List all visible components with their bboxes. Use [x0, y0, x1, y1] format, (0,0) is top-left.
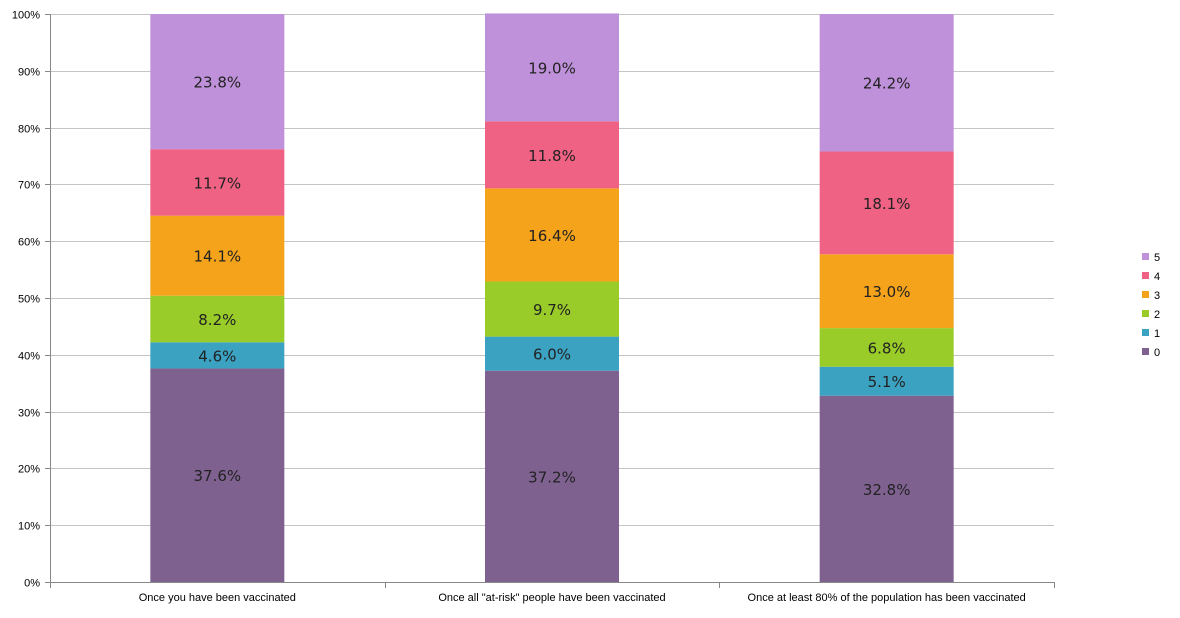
- y-tick-label: 60%: [18, 237, 40, 249]
- y-tick-label: 0%: [24, 578, 40, 590]
- legend-swatch-5: [1142, 253, 1149, 260]
- data-label: 24.2%: [863, 75, 911, 93]
- data-label: 16.4%: [528, 227, 576, 245]
- bar-segment-1: [485, 336, 619, 371]
- bar-segment-1: [150, 342, 285, 369]
- legend-label: 2: [1154, 309, 1160, 321]
- bar-segment-0: [485, 370, 619, 582]
- data-label: 32.8%: [863, 481, 911, 499]
- legend-swatch-0: [1142, 348, 1149, 355]
- bar-segment-2: [819, 328, 954, 367]
- data-label: 14.1%: [194, 248, 242, 266]
- bar-segment-4: [819, 151, 954, 255]
- bar-segment-0: [819, 395, 954, 582]
- data-label: 11.8%: [528, 147, 576, 165]
- bars: [150, 13, 954, 582]
- data-label: 13.0%: [863, 283, 911, 301]
- bar-segment-5: [485, 13, 619, 122]
- legend-label: 4: [1154, 271, 1160, 283]
- bar-segment-4: [150, 149, 285, 216]
- bar-segment-4: [485, 121, 619, 189]
- legend-label: 3: [1154, 290, 1160, 302]
- legend-swatch-3: [1142, 291, 1149, 298]
- y-tick-label: 50%: [18, 294, 40, 306]
- legend-label: 1: [1154, 328, 1160, 340]
- y-tick-label: 30%: [18, 408, 40, 420]
- bar-segment-2: [485, 281, 619, 337]
- bar-segment-0: [150, 368, 285, 582]
- data-label: 8.2%: [198, 311, 236, 329]
- y-tick-label: 90%: [18, 67, 40, 79]
- x-category-label: Once you have been vaccinated: [139, 592, 296, 604]
- bar-segment-3: [150, 215, 285, 296]
- legend-swatch-4: [1142, 272, 1149, 279]
- data-label: 37.6%: [194, 467, 242, 485]
- data-label: 6.0%: [533, 346, 571, 364]
- axes: 0% 10% 20% 30% 40% 50% 60% 70% 80% 90% 100% Once yo…: [12, 10, 1055, 604]
- x-category-label: Once all "at-risk" people have been vacc…: [438, 592, 665, 604]
- y-tick-label: 80%: [18, 124, 40, 136]
- data-label: 19.0%: [528, 59, 576, 77]
- data-label: 11.7%: [194, 174, 242, 192]
- y-tick-label: 70%: [18, 180, 40, 192]
- data-label: 6.8%: [868, 339, 906, 357]
- data-label: 9.7%: [533, 301, 571, 319]
- x-category-label: Once at least 80% of the population has …: [748, 592, 1026, 604]
- bar-segment-2: [150, 295, 285, 343]
- data-labels: 37.6% 4.6% 8.2% 14.1% 11.7% 23.8% 37.2% 6.0% 9.7…: [194, 59, 911, 498]
- bar-segment-3: [819, 254, 954, 329]
- legend-label: 0: [1154, 347, 1160, 359]
- legend-label: 5: [1154, 252, 1160, 264]
- legend-swatch-2: [1142, 310, 1149, 317]
- data-label: 5.1%: [868, 373, 906, 391]
- bar-segment-5: [819, 14, 954, 152]
- data-label: 4.6%: [198, 347, 236, 365]
- data-label: 18.1%: [863, 195, 911, 213]
- bar-segment-1: [819, 366, 954, 396]
- data-label: 37.2%: [528, 468, 576, 486]
- bar-segment-5: [150, 14, 285, 150]
- y-tick-label: 10%: [18, 521, 40, 533]
- y-tick-label: 40%: [18, 351, 40, 363]
- y-tick-label: 20%: [18, 464, 40, 476]
- bar-segment-3: [485, 188, 619, 282]
- y-tick-label: 100%: [12, 10, 40, 22]
- data-label: 23.8%: [194, 74, 242, 92]
- legend: 5 4 3 2 1 0: [1142, 252, 1160, 359]
- legend-swatch-1: [1142, 329, 1149, 336]
